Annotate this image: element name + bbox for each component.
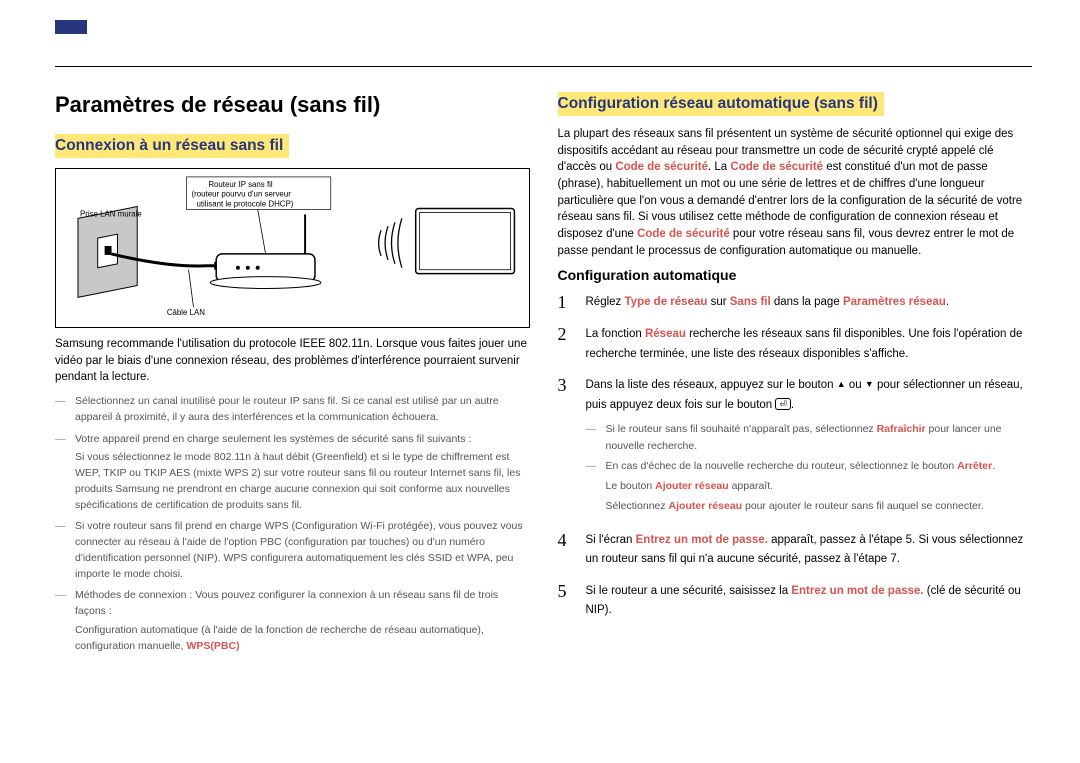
step-text: dans la page: [771, 296, 843, 308]
page-content: Paramètres de réseau (sans fil) Connexio…: [55, 92, 1032, 660]
display-icon: [416, 209, 515, 274]
step-text: .: [946, 296, 949, 308]
wifi-waves-icon: [379, 218, 402, 267]
down-triangle-icon: ▼: [865, 379, 874, 389]
step-3: 3 Dans la liste des réseaux, appuyez sur…: [558, 376, 1033, 518]
step-body: Si l'écran Entrez un mot de passe. appar…: [586, 531, 1033, 570]
step-text: Si l'écran: [586, 534, 636, 546]
cable-leader: [189, 270, 194, 308]
type-reseau-accent: Type de réseau: [625, 296, 708, 308]
left-column: Paramètres de réseau (sans fil) Connexio…: [55, 92, 530, 660]
sans-fil-accent: Sans fil: [730, 296, 771, 308]
router-label-1: Routeur IP sans fil: [208, 180, 273, 189]
header-rule: [55, 66, 1032, 67]
code-securite-accent: Code de sécurité: [637, 228, 730, 240]
section-heading-auto-config: Configuration réseau automatique (sans f…: [558, 92, 884, 116]
step-text: sur: [707, 296, 729, 308]
left-notes: Sélectionnez un canal inutilisé pour le …: [55, 394, 530, 654]
note-text: Sélectionnez: [606, 500, 669, 512]
note-item: Votre appareil prend en charge seulement…: [55, 432, 530, 514]
header-brand-marker: [55, 20, 87, 34]
code-securite-accent: Code de sécurité: [730, 161, 823, 173]
note-text: Si votre routeur sans fil prend en charg…: [75, 520, 523, 579]
rafraichir-accent: Rafraîchir: [877, 423, 926, 435]
step-body: Réglez Type de réseau sur Sans fil dans …: [586, 293, 1033, 313]
note-text: .: [992, 460, 995, 472]
code-securite-accent: Code de sécurité: [615, 161, 708, 173]
note-indent: Sélectionnez Ajouter réseau pour ajouter…: [586, 498, 1033, 514]
step-number: 4: [558, 531, 572, 551]
note-text: Si le routeur sans fil souhaité n'appara…: [606, 423, 877, 435]
parametres-reseau-accent: Paramètres réseau: [843, 296, 946, 308]
step-body: Dans la liste des réseaux, appuyez sur l…: [586, 376, 1033, 518]
note-text: Votre appareil prend en charge seulement…: [75, 433, 471, 445]
ajouter-reseau-accent: Ajouter réseau: [669, 500, 743, 512]
router-label-2: (routeur pourvu d'un serveur: [192, 190, 292, 199]
page-title: Paramètres de réseau (sans fil): [55, 92, 530, 118]
step-text: Réglez: [586, 296, 625, 308]
note-item: En cas d'échec de la nouvelle recherche …: [586, 458, 1033, 474]
step-body: Si le routeur a une sécurité, saisissez …: [586, 582, 1033, 621]
reseau-accent: Réseau: [645, 328, 686, 340]
intro-text: Samsung recommande l'utilisation du prot…: [55, 336, 530, 386]
diagram-svg: Prise LAN murale Câble LAN Rout: [56, 169, 529, 327]
ajouter-reseau-accent: Ajouter réseau: [655, 480, 729, 492]
cable-label: Câble LAN: [167, 308, 205, 317]
step-text: .: [791, 399, 794, 411]
step-number: 5: [558, 582, 572, 602]
steps-list: 1 Réglez Type de réseau sur Sans fil dan…: [558, 293, 1033, 621]
note-indent: Le bouton Ajouter réseau apparaît.: [586, 478, 1033, 494]
wall-label: Prise LAN murale: [80, 209, 142, 218]
wps-pbc-accent: WPS(PBC): [187, 640, 240, 652]
router-label-3: utilisant le protocole DHCP): [196, 200, 293, 209]
note-item: Sélectionnez un canal inutilisé pour le …: [55, 394, 530, 426]
entrez-mdp-accent: Entrez un mot de passe.: [791, 585, 923, 597]
note-text: Sélectionnez un canal inutilisé pour le …: [75, 395, 499, 423]
note-text: Le bouton: [606, 480, 656, 492]
up-triangle-icon: ▲: [837, 379, 846, 389]
section-heading-connection: Connexion à un réseau sans fil: [55, 134, 289, 158]
right-intro: La plupart des réseaux sans fil présente…: [558, 126, 1033, 259]
step-notes: Si le routeur sans fil souhaité n'appara…: [586, 421, 1033, 514]
entrez-mdp-accent: Entrez un mot de passe.: [636, 534, 768, 546]
step-body: La fonction Réseau recherche les réseaux…: [586, 325, 1033, 364]
note-text: apparaît.: [729, 480, 773, 492]
note-text: Méthodes de connexion : Vous pouvez conf…: [75, 589, 498, 617]
step-text: La fonction: [586, 328, 645, 340]
router-icon: [210, 214, 321, 288]
router-leader: [258, 209, 266, 253]
step-number: 2: [558, 325, 572, 345]
note-item: Si le routeur sans fil souhaité n'appara…: [586, 421, 1033, 454]
step-2: 2 La fonction Réseau recherche les résea…: [558, 325, 1033, 364]
intro-part: . La: [708, 161, 730, 173]
network-diagram: Prise LAN murale Câble LAN Rout: [55, 168, 530, 328]
note-sub: Configuration automatique (à l'aide de l…: [75, 623, 530, 655]
step-4: 4 Si l'écran Entrez un mot de passe. app…: [558, 531, 1033, 570]
step-number: 3: [558, 376, 572, 396]
note-item: Si votre routeur sans fil prend en charg…: [55, 519, 530, 582]
note-sub-prefix: Configuration automatique (à l'aide de l…: [75, 624, 484, 652]
note-text: pour ajouter le routeur sans fil auquel …: [742, 500, 984, 512]
note-item: Méthodes de connexion : Vous pouvez conf…: [55, 588, 530, 654]
note-sub: Si vous sélectionnez le mode 802.11n à h…: [75, 450, 530, 513]
step-text: ou: [846, 379, 865, 391]
step-number: 1: [558, 293, 572, 313]
arreter-accent: Arrêter: [957, 460, 992, 472]
step-text: Si le routeur a une sécurité, saisissez …: [586, 585, 792, 597]
right-column: Configuration réseau automatique (sans f…: [558, 92, 1033, 660]
step-text: Dans la liste des réseaux, appuyez sur l…: [586, 379, 837, 391]
wall-plate-icon: [78, 207, 137, 298]
subsection-heading: Configuration automatique: [558, 267, 1033, 283]
step-1: 1 Réglez Type de réseau sur Sans fil dan…: [558, 293, 1033, 313]
note-text: En cas d'échec de la nouvelle recherche …: [606, 460, 958, 472]
enter-icon: ⏎: [775, 398, 791, 410]
step-5: 5 Si le routeur a une sécurité, saisisse…: [558, 582, 1033, 621]
